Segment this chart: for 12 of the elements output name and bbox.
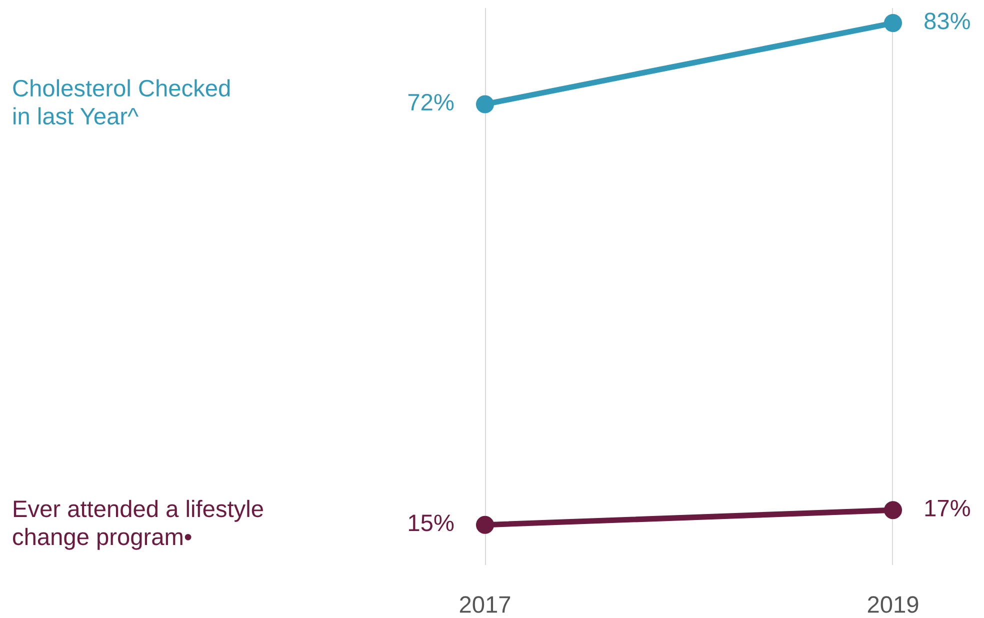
- data-label: 83%: [924, 12, 970, 30]
- data-label: 72%: [408, 94, 454, 110]
- text: Ever attended a lifestyle change program•: [13, 500, 263, 550]
- point: [476, 516, 494, 534]
- data-label: 15%: [408, 514, 454, 532]
- point: [476, 95, 494, 114]
- point: [884, 14, 902, 32]
- x-tick-label: 2017: [460, 596, 510, 613]
- x-tick-label: 2019: [868, 596, 918, 613]
- point: [884, 501, 902, 520]
- text: Cholesterol Checked in last Year^: [13, 79, 230, 125]
- data-label: 17%: [925, 500, 970, 516]
